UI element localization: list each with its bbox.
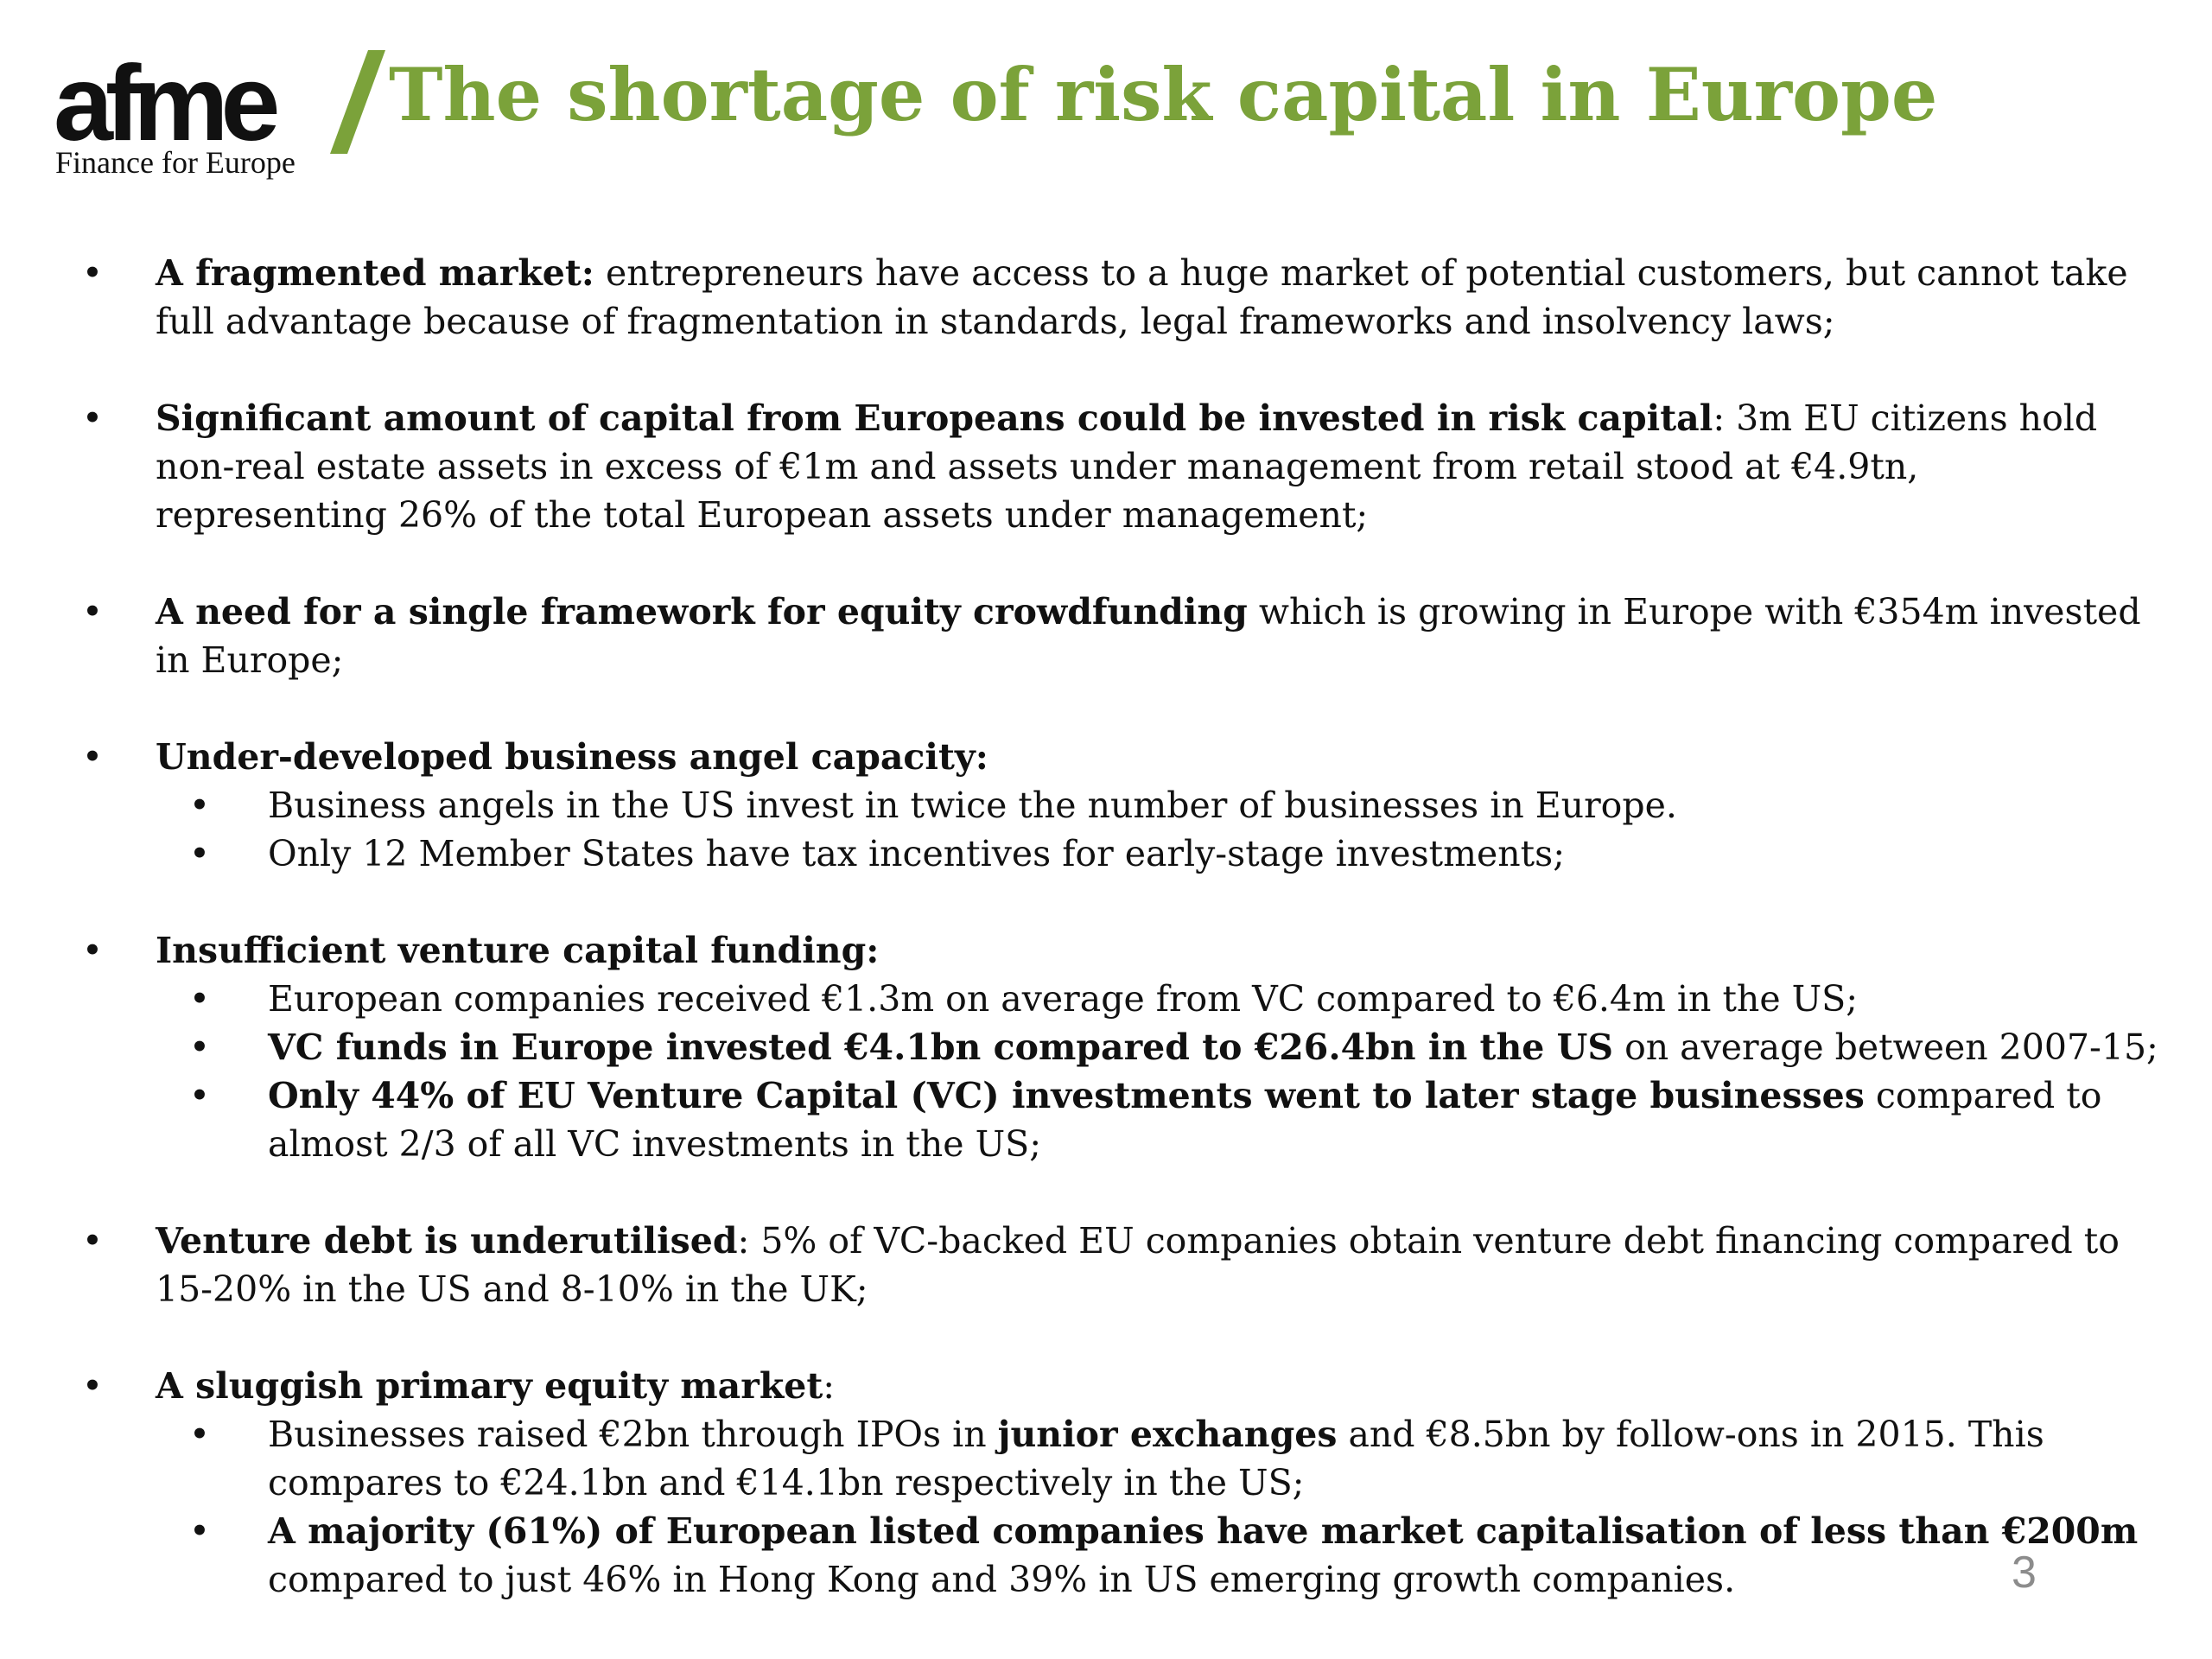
list-item: • A sluggish primary equity market: • Bu… — [0, 1362, 2212, 1604]
bullet-text: entrepreneurs have access to a huge mark… — [156, 252, 2128, 342]
bullet-marker: • — [81, 591, 104, 632]
bullet-text: : 3m EU citizens hold non-real estate as… — [156, 397, 2098, 536]
bullet-lead: Under-developed business angel capacity: — [156, 736, 988, 778]
sub-bullet-text: compared to just 46% in Hong Kong and 39… — [268, 1559, 1736, 1600]
sub-bullet-marker: • — [188, 1510, 211, 1552]
list-item: • Under-developed business angel capacit… — [0, 733, 2212, 878]
page-title: The shortage of risk capital in Europe — [389, 52, 1938, 137]
sub-list-item: • European companies received €1.3m on a… — [114, 975, 2160, 1023]
sub-list: • Business angels in the US invest in tw… — [2, 781, 2160, 878]
bullet-text: which is growing in Europe with €354m in… — [156, 591, 2141, 681]
bullet-marker: • — [81, 1365, 104, 1407]
bullet-marker: • — [81, 252, 104, 294]
list-item: • Insufficient venture capital funding: … — [0, 926, 2212, 1168]
sub-bullet-marker: • — [188, 1027, 211, 1068]
sub-bullet-bold-text: A majority (61%) of European listed comp… — [268, 1510, 2139, 1552]
bullet-list: • A fragmented market: entrepreneurs hav… — [0, 249, 2212, 1604]
sub-bullet-text: Businesses raised €2bn through IPOs in — [268, 1414, 998, 1455]
bullet-marker: • — [81, 1220, 104, 1262]
logo-tagline: Finance for Europe — [55, 145, 296, 180]
afme-logo: afme Finance for Europe — [54, 50, 416, 188]
bullet-marker: • — [81, 736, 104, 778]
sub-list-item: • VC funds in Europe invested €4.1bn com… — [114, 1023, 2160, 1071]
bullet-lead: Venture debt is underutilised — [156, 1220, 738, 1262]
sub-bullet-text: Only 12 Member States have tax incentive… — [268, 833, 1566, 874]
sub-bullet-text: Business angels in the US invest in twic… — [268, 785, 1677, 826]
sub-bullet-bold-text: junior exchanges — [997, 1414, 1338, 1455]
slide-header: afme Finance for Europe The shortage of … — [0, 0, 2212, 199]
sub-bullet-marker: • — [188, 833, 211, 874]
page-number: 3 — [2012, 1548, 2037, 1598]
sub-list: • European companies received €1.3m on a… — [2, 975, 2160, 1168]
bullet-text: : — [823, 1365, 836, 1407]
sub-list: • Businesses raised €2bn through IPOs in… — [2, 1410, 2160, 1604]
sub-list-item: • Businesses raised €2bn through IPOs in… — [114, 1410, 2160, 1507]
sub-list-item: • Only 44% of EU Venture Capital (VC) in… — [114, 1071, 2160, 1168]
bullet-lead: A fragmented market: — [156, 252, 594, 294]
bullet-lead: A sluggish primary equity market — [156, 1365, 823, 1407]
bullet-marker: • — [81, 397, 104, 439]
sub-bullet-bold-text: VC funds in Europe invested €4.1bn compa… — [268, 1027, 1614, 1068]
sub-list-item: • Business angels in the US invest in tw… — [114, 781, 2160, 830]
sub-bullet-marker: • — [188, 1075, 211, 1116]
sub-bullet-text: compared to almost 2/3 of all VC investm… — [268, 1075, 2102, 1165]
sub-list-item: • Only 12 Member States have tax incenti… — [114, 830, 2160, 878]
list-item: • A fragmented market: entrepreneurs hav… — [0, 249, 2212, 346]
sub-bullet-marker: • — [188, 1414, 211, 1455]
list-item: • Venture debt is underutilised: 5% of V… — [0, 1217, 2212, 1313]
sub-bullet-marker: • — [188, 978, 211, 1020]
bullet-lead: A need for a single framework for equity… — [156, 591, 1248, 632]
bullet-lead: Significant amount of capital from Europ… — [156, 397, 1713, 439]
bullet-text: : 5% of VC-backed EU companies obtain ve… — [156, 1220, 2120, 1310]
sub-bullet-text: European companies received €1.3m on ave… — [268, 978, 1859, 1020]
sub-bullet-bold-text: Only 44% of EU Venture Capital (VC) inve… — [268, 1075, 1865, 1116]
bullet-marker: • — [81, 930, 104, 971]
bullet-lead: Insufficient venture capital funding: — [156, 930, 880, 971]
sub-bullet-text: on average between 2007-15; — [1613, 1027, 2158, 1068]
logo-slash-icon — [330, 50, 385, 154]
sub-bullet-marker: • — [188, 785, 211, 826]
logo-wordmark: afme — [54, 44, 281, 163]
sub-list-item: • A majority (61%) of European listed co… — [114, 1507, 2160, 1604]
list-item: • Significant amount of capital from Eur… — [0, 394, 2212, 539]
sub-bullet-text: and €8.5bn by follow-ons in 2015. This c… — [268, 1414, 2044, 1503]
list-item: • A need for a single framework for equi… — [0, 588, 2212, 684]
